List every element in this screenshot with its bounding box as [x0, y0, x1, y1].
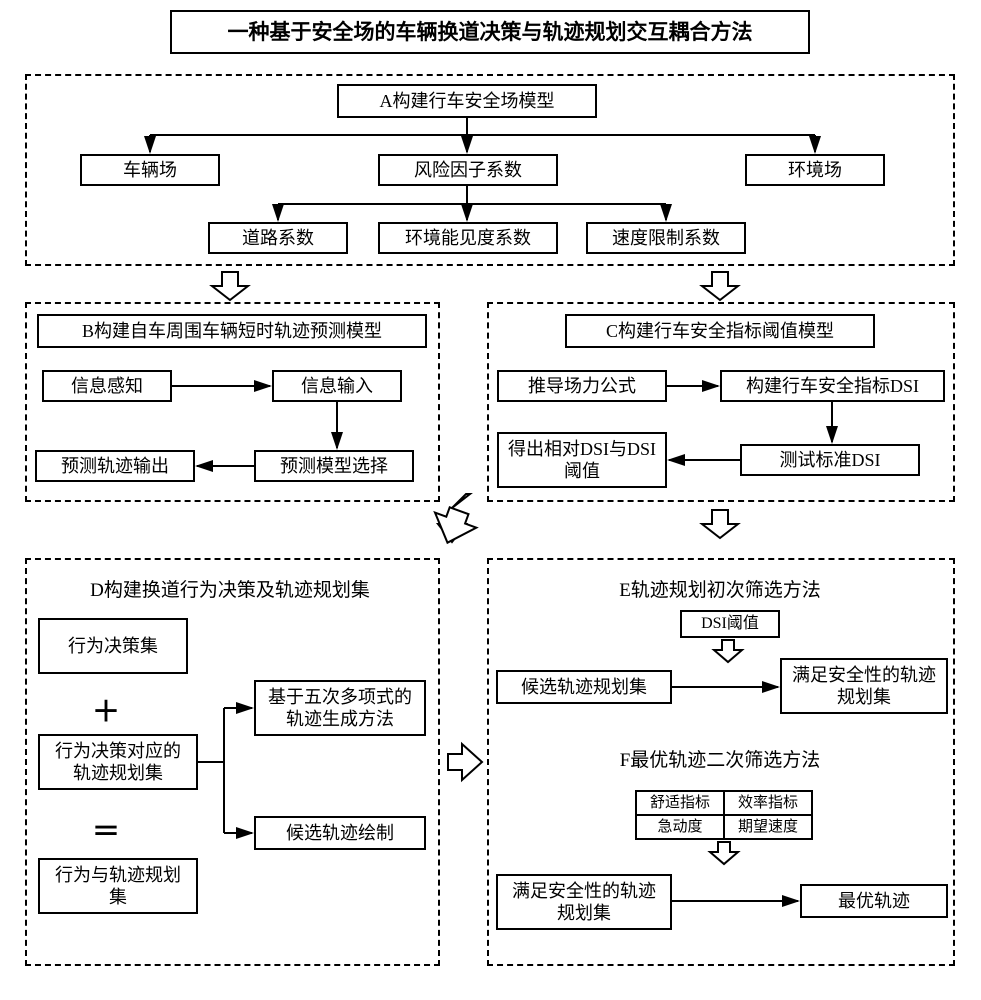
f-jerk: 急动度	[635, 814, 725, 840]
d-n2-text: 行为决策对应的轨迹规划集	[48, 740, 188, 785]
f-efficiency: 效率指标	[723, 790, 813, 816]
section-f-heading: F最优轨迹二次筛选方法	[590, 745, 850, 772]
e-candidate-set: 候选轨迹规划集	[496, 670, 672, 704]
hollow-arrow-def	[448, 744, 482, 780]
b-n1-text: 信息感知	[71, 375, 143, 398]
c-build-dsi: 构建行车安全指标DSI	[720, 370, 945, 402]
d-behavior-traj-set: 行为与轨迹规划集	[38, 858, 198, 914]
a-visibility-coef: 环境能见度系数	[378, 222, 558, 254]
a-road-coef: 道路系数	[208, 222, 348, 254]
f-safe-set: 满足安全性的轨迹规划集	[496, 874, 672, 930]
section-e-heading: E轨迹规划初次筛选方法	[590, 575, 850, 602]
b-n2-text: 信息输入	[301, 375, 373, 398]
f-comfort: 舒适指标	[635, 790, 725, 816]
section-d-heading: D构建换道行为决策及轨迹规划集	[50, 575, 410, 602]
f-t3-text: 急动度	[657, 818, 702, 837]
e-n1-text: 候选轨迹规划集	[521, 676, 647, 699]
d-equals-text: ＝	[92, 817, 120, 848]
hollow-arrow-bd	[438, 494, 470, 542]
f-heading-text: F最优轨迹二次筛选方法	[620, 750, 821, 771]
b-traj-output: 预测轨迹输出	[35, 450, 195, 482]
hollow-arrow-cef	[702, 510, 738, 538]
d-traj-plan-set: 行为决策对应的轨迹规划集	[38, 734, 198, 790]
section-b-heading: B构建自车周围车辆短时轨迹预测模型	[37, 314, 427, 348]
hollow-arrow-ac	[702, 272, 738, 300]
a-vehicle-text: 车辆场	[123, 159, 177, 182]
title-text: 一种基于安全场的车辆换道决策与轨迹规划交互耦合方法	[228, 19, 753, 45]
b-n3-text: 预测轨迹输出	[61, 455, 169, 478]
d-equals: ＝	[92, 810, 120, 850]
hollow-arrow-ab	[212, 272, 248, 300]
a-heading-text: A构建行车安全场模型	[380, 90, 555, 113]
d-plus-text: ＋	[92, 697, 120, 728]
d-n3-text: 行为与轨迹规划集	[48, 864, 188, 909]
f-n1-text: 满足安全性的轨迹规划集	[506, 880, 662, 925]
d-candidate-draw: 候选轨迹绘制	[254, 816, 426, 850]
c-force-formula: 推导场力公式	[497, 370, 667, 402]
c-n1-text: 推导场力公式	[528, 375, 636, 398]
d-behavior-set: 行为决策集	[38, 618, 188, 674]
d-quintic-poly: 基于五次多项式的轨迹生成方法	[254, 680, 426, 736]
b-info-input: 信息输入	[272, 370, 402, 402]
a-vehicle-field: 车辆场	[80, 154, 220, 186]
c-test-dsi: 测试标准DSI	[740, 444, 920, 476]
b-info-sense: 信息感知	[42, 370, 172, 402]
e-dsi-text: DSI阈值	[701, 614, 759, 634]
section-a-heading: A构建行车安全场模型	[337, 84, 597, 118]
e-dsi-threshold: DSI阈值	[680, 610, 780, 638]
b-heading-text: B构建自车周围车辆短时轨迹预测模型	[82, 320, 382, 343]
f-t1-text: 舒适指标	[650, 794, 710, 813]
a-speed-text: 速度限制系数	[612, 227, 720, 250]
d-plus: ＋	[92, 690, 120, 730]
f-t4-text: 期望速度	[738, 818, 798, 837]
a-visibility-text: 环境能见度系数	[405, 227, 531, 250]
d-n4-text: 基于五次多项式的轨迹生成方法	[264, 686, 416, 731]
d-n1-text: 行为决策集	[68, 635, 158, 658]
a-risk-text: 风险因子系数	[414, 159, 522, 182]
b-model-select: 预测模型选择	[254, 450, 414, 482]
c-n2-text: 构建行车安全指标DSI	[746, 375, 919, 398]
d-heading-text: D构建换道行为决策及轨迹规划集	[90, 580, 370, 601]
c-n4-text: 测试标准DSI	[779, 449, 880, 472]
a-speed-coef: 速度限制系数	[586, 222, 746, 254]
b-n4-text: 预测模型选择	[280, 455, 388, 478]
e-safe-set: 满足安全性的轨迹规划集	[780, 658, 948, 714]
a-road-text: 道路系数	[242, 227, 314, 250]
f-optimal-traj: 最优轨迹	[800, 884, 948, 918]
a-env-text: 环境场	[788, 159, 842, 182]
section-c-heading: C构建行车安全指标阈值模型	[565, 314, 875, 348]
e-heading-text: E轨迹规划初次筛选方法	[619, 580, 821, 601]
f-n2-text: 最优轨迹	[838, 890, 910, 913]
c-relative-dsi: 得出相对DSI与DSI阈值	[497, 432, 667, 488]
c-n3-text: 得出相对DSI与DSI阈值	[507, 438, 657, 483]
e-n2-text: 满足安全性的轨迹规划集	[790, 664, 938, 709]
f-t2-text: 效率指标	[738, 794, 798, 813]
a-env-field: 环境场	[745, 154, 885, 186]
f-desired-speed: 期望速度	[723, 814, 813, 840]
d-n5-text: 候选轨迹绘制	[286, 822, 394, 845]
c-heading-text: C构建行车安全指标阈值模型	[606, 320, 834, 343]
a-risk-factor: 风险因子系数	[378, 154, 558, 186]
diagram-title: 一种基于安全场的车辆换道决策与轨迹规划交互耦合方法	[170, 10, 810, 54]
